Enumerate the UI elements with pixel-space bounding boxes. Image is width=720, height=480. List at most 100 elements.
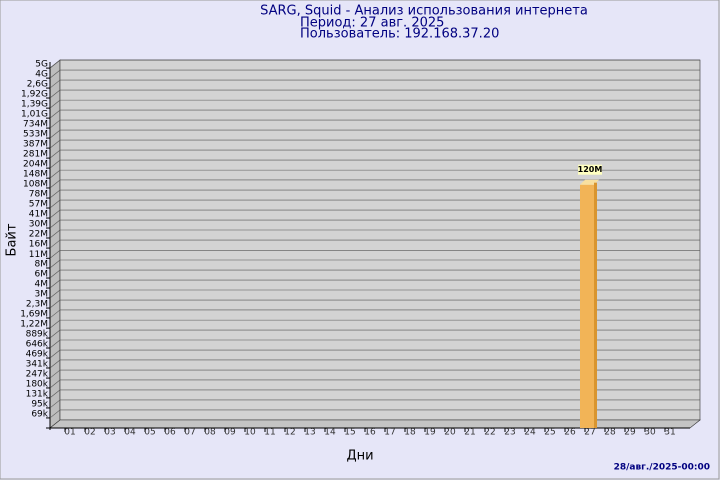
y-tick-label: 22M <box>29 230 48 240</box>
y-tick-label: 131k <box>26 389 49 399</box>
y-tick-label: 469k <box>26 350 49 360</box>
y-tick-label: 1,69M <box>20 309 48 319</box>
y-tick-label: 11M <box>29 250 48 260</box>
grid-line <box>49 329 61 339</box>
y-axis-label: Байт <box>5 223 20 256</box>
y-tick-label: 4M <box>35 280 49 290</box>
bar-side <box>594 182 597 428</box>
x-tick-label: 17 <box>384 428 395 438</box>
grid-line <box>49 209 61 219</box>
grid-line <box>49 169 61 179</box>
grid-line <box>49 79 61 89</box>
grid-line <box>49 319 61 329</box>
y-tick-label: 1,39G <box>21 100 48 110</box>
y-tick-label: 6M <box>35 270 49 280</box>
y-tick-label: 533M <box>23 130 48 140</box>
x-tick-label: 30 <box>644 428 656 438</box>
x-tick-label: 03 <box>104 428 115 438</box>
grid-line <box>49 219 61 229</box>
grid-line <box>49 89 61 99</box>
y-tick-label: 734M <box>23 120 48 130</box>
grid-line <box>49 199 61 209</box>
x-tick-label: 09 <box>224 428 236 438</box>
y-tick-label: 247k <box>26 370 49 380</box>
y-tick-label: 30M <box>29 220 48 230</box>
y-tick-label: 57M <box>29 200 48 210</box>
x-tick-label: 21 <box>464 428 475 438</box>
footer: 28/авг./2025-00:00 <box>614 463 710 473</box>
grid-line <box>49 369 61 379</box>
grid-line <box>49 119 61 129</box>
y-tick-label: 4G <box>35 70 48 80</box>
y-tick-label: 69k <box>31 409 48 419</box>
grid-line <box>49 259 61 269</box>
y-tick-label: 180k <box>26 379 49 389</box>
grid-line <box>49 149 61 159</box>
x-tick-label: 25 <box>544 428 555 438</box>
y-tick-label: 1,22M <box>20 320 48 330</box>
y-tick-label: 646k <box>26 340 49 350</box>
x-tick-label: 06 <box>164 428 176 438</box>
y-tick-label: 5G <box>35 60 48 70</box>
grid-line <box>49 349 61 359</box>
grid-line <box>49 69 61 79</box>
y-tick-label: 2,3M <box>26 300 48 310</box>
y-tick-label: 108M <box>23 179 48 189</box>
y-tick-label: 8M <box>35 260 49 270</box>
grid-line <box>49 179 61 189</box>
y-tick-label: 204M <box>23 160 48 170</box>
grid-line <box>49 339 61 349</box>
grid-line <box>49 250 61 259</box>
x-tick-label: 18 <box>404 428 416 438</box>
grid-line <box>49 359 61 369</box>
user: Пользователь: 192.168.37.20 <box>300 27 499 42</box>
x-tick-label: 13 <box>304 428 315 438</box>
x-tick-label: 28 <box>604 428 616 438</box>
grid-line <box>49 299 61 309</box>
x-tick-label: 22 <box>484 428 495 438</box>
grid-line <box>49 109 61 119</box>
chart-title: SARG, Squid - Анализ использования интер… <box>260 4 588 19</box>
grid-line <box>49 239 61 249</box>
y-tick-label: 889k <box>26 330 49 340</box>
grid-line <box>49 229 61 239</box>
bar <box>580 184 594 428</box>
x-tick-label: 16 <box>364 428 376 438</box>
grid-line <box>49 409 61 419</box>
y-tick-label: 387M <box>23 140 48 150</box>
value-label: 120M <box>578 165 603 174</box>
y-tick-label: 1,92G <box>21 90 48 100</box>
value-label-box <box>578 164 602 175</box>
grid-line <box>49 159 61 169</box>
x-tick-label: 11 <box>264 428 275 438</box>
grid-line <box>49 309 61 319</box>
x-tick-label: 23 <box>504 428 515 438</box>
x-tick-label: 02 <box>84 428 95 438</box>
grid-line <box>49 129 61 139</box>
grid-line <box>49 139 61 149</box>
y-tick-label: 341k <box>26 359 49 369</box>
x-axis-label: Дни <box>346 449 373 464</box>
x-tick-label: 29 <box>624 428 636 438</box>
x-tick-label: 10 <box>244 428 256 438</box>
grid-line <box>49 189 61 199</box>
y-tick-label: 16M <box>29 240 48 250</box>
x-tick-label: 14 <box>324 428 336 438</box>
grid-line <box>49 279 61 289</box>
y-tick-label: 1,01G <box>21 110 48 120</box>
y-tick-label: 3M <box>35 289 49 299</box>
grid-line <box>49 399 61 409</box>
grid-line <box>49 379 61 389</box>
x-tick-label: 27 <box>584 428 595 438</box>
x-tick-label: 08 <box>204 428 216 438</box>
x-tick-label: 12 <box>284 428 295 438</box>
grid-line <box>49 99 61 109</box>
subtitle: Период: 27 авг. 2025 <box>300 16 444 31</box>
x-tick-label: 20 <box>444 428 456 438</box>
y-tick-label: 281M <box>23 150 48 160</box>
y-tick-label: 41M <box>29 210 48 220</box>
x-tick-label: 01 <box>64 428 75 438</box>
y-tick-label: 95k <box>31 399 48 409</box>
x-tick-label: 05 <box>144 428 155 438</box>
x-tick-label: 04 <box>124 428 136 438</box>
